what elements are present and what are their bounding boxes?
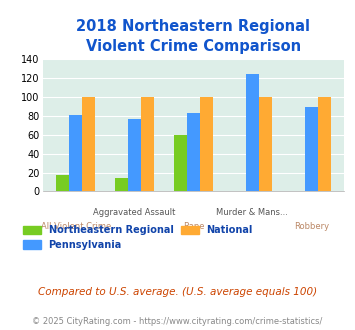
Bar <box>56 175 69 191</box>
Bar <box>305 107 318 191</box>
Bar <box>115 178 128 191</box>
Text: Murder & Mans...: Murder & Mans... <box>217 208 288 217</box>
Text: Rape: Rape <box>183 222 204 231</box>
Bar <box>69 115 82 191</box>
Text: © 2025 CityRating.com - https://www.cityrating.com/crime-statistics/: © 2025 CityRating.com - https://www.city… <box>32 317 323 326</box>
Bar <box>82 97 95 191</box>
Text: Robbery: Robbery <box>294 222 329 231</box>
Text: All Violent Crime: All Violent Crime <box>40 222 111 231</box>
Bar <box>318 97 331 191</box>
Text: Aggravated Assault: Aggravated Assault <box>93 208 176 217</box>
Bar <box>246 75 259 191</box>
Bar <box>174 135 187 191</box>
Title: 2018 Northeastern Regional
Violent Crime Comparison: 2018 Northeastern Regional Violent Crime… <box>76 19 311 54</box>
Legend: Northeastern Regional, Pennsylvania, National: Northeastern Regional, Pennsylvania, Nat… <box>23 225 253 250</box>
Text: Compared to U.S. average. (U.S. average equals 100): Compared to U.S. average. (U.S. average … <box>38 287 317 297</box>
Bar <box>259 97 272 191</box>
Bar <box>187 113 200 191</box>
Bar <box>141 97 154 191</box>
Bar <box>200 97 213 191</box>
Bar <box>128 119 141 191</box>
